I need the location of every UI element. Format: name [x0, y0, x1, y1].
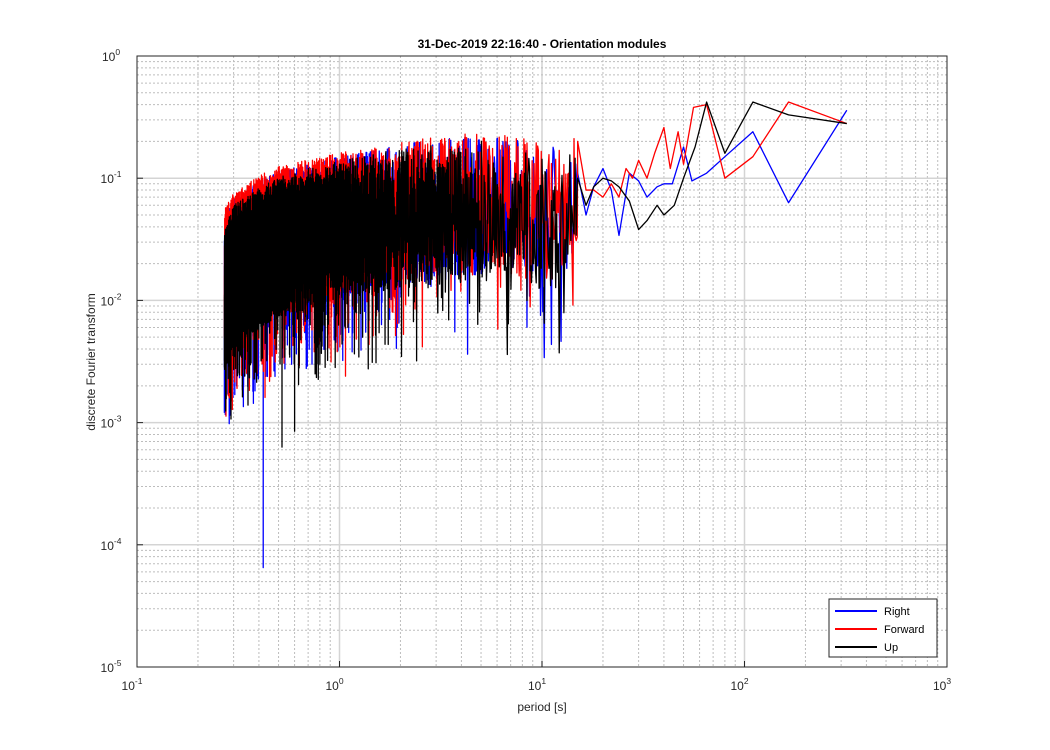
series-line-up: [223, 101, 847, 448]
x-tick-label: 10-1: [122, 676, 143, 693]
legend-label-right: Right: [884, 606, 910, 618]
x-tick-label: 103: [933, 676, 951, 693]
y-tick-label: 10-5: [101, 658, 122, 675]
y-axis-label: discrete Fourier transform: [84, 293, 98, 430]
y-tick-label: 10-3: [101, 414, 122, 431]
x-tick-label: 102: [730, 676, 748, 693]
x-tick-label: 100: [325, 676, 343, 693]
y-tick-label: 10-2: [101, 291, 122, 308]
y-tick-label: 10-4: [101, 536, 122, 553]
y-tick-label: 100: [102, 47, 120, 64]
chart-title: 31-Dec-2019 22:16:40 - Orientation modul…: [418, 37, 667, 51]
x-tick-label: 101: [528, 676, 546, 693]
x-axis-label: period [s]: [517, 700, 566, 714]
legend: Right Forward Up: [828, 598, 938, 658]
legend-label-forward: Forward: [884, 624, 924, 636]
y-tick-label: 10-1: [101, 169, 122, 186]
legend-label-up: Up: [884, 642, 898, 654]
